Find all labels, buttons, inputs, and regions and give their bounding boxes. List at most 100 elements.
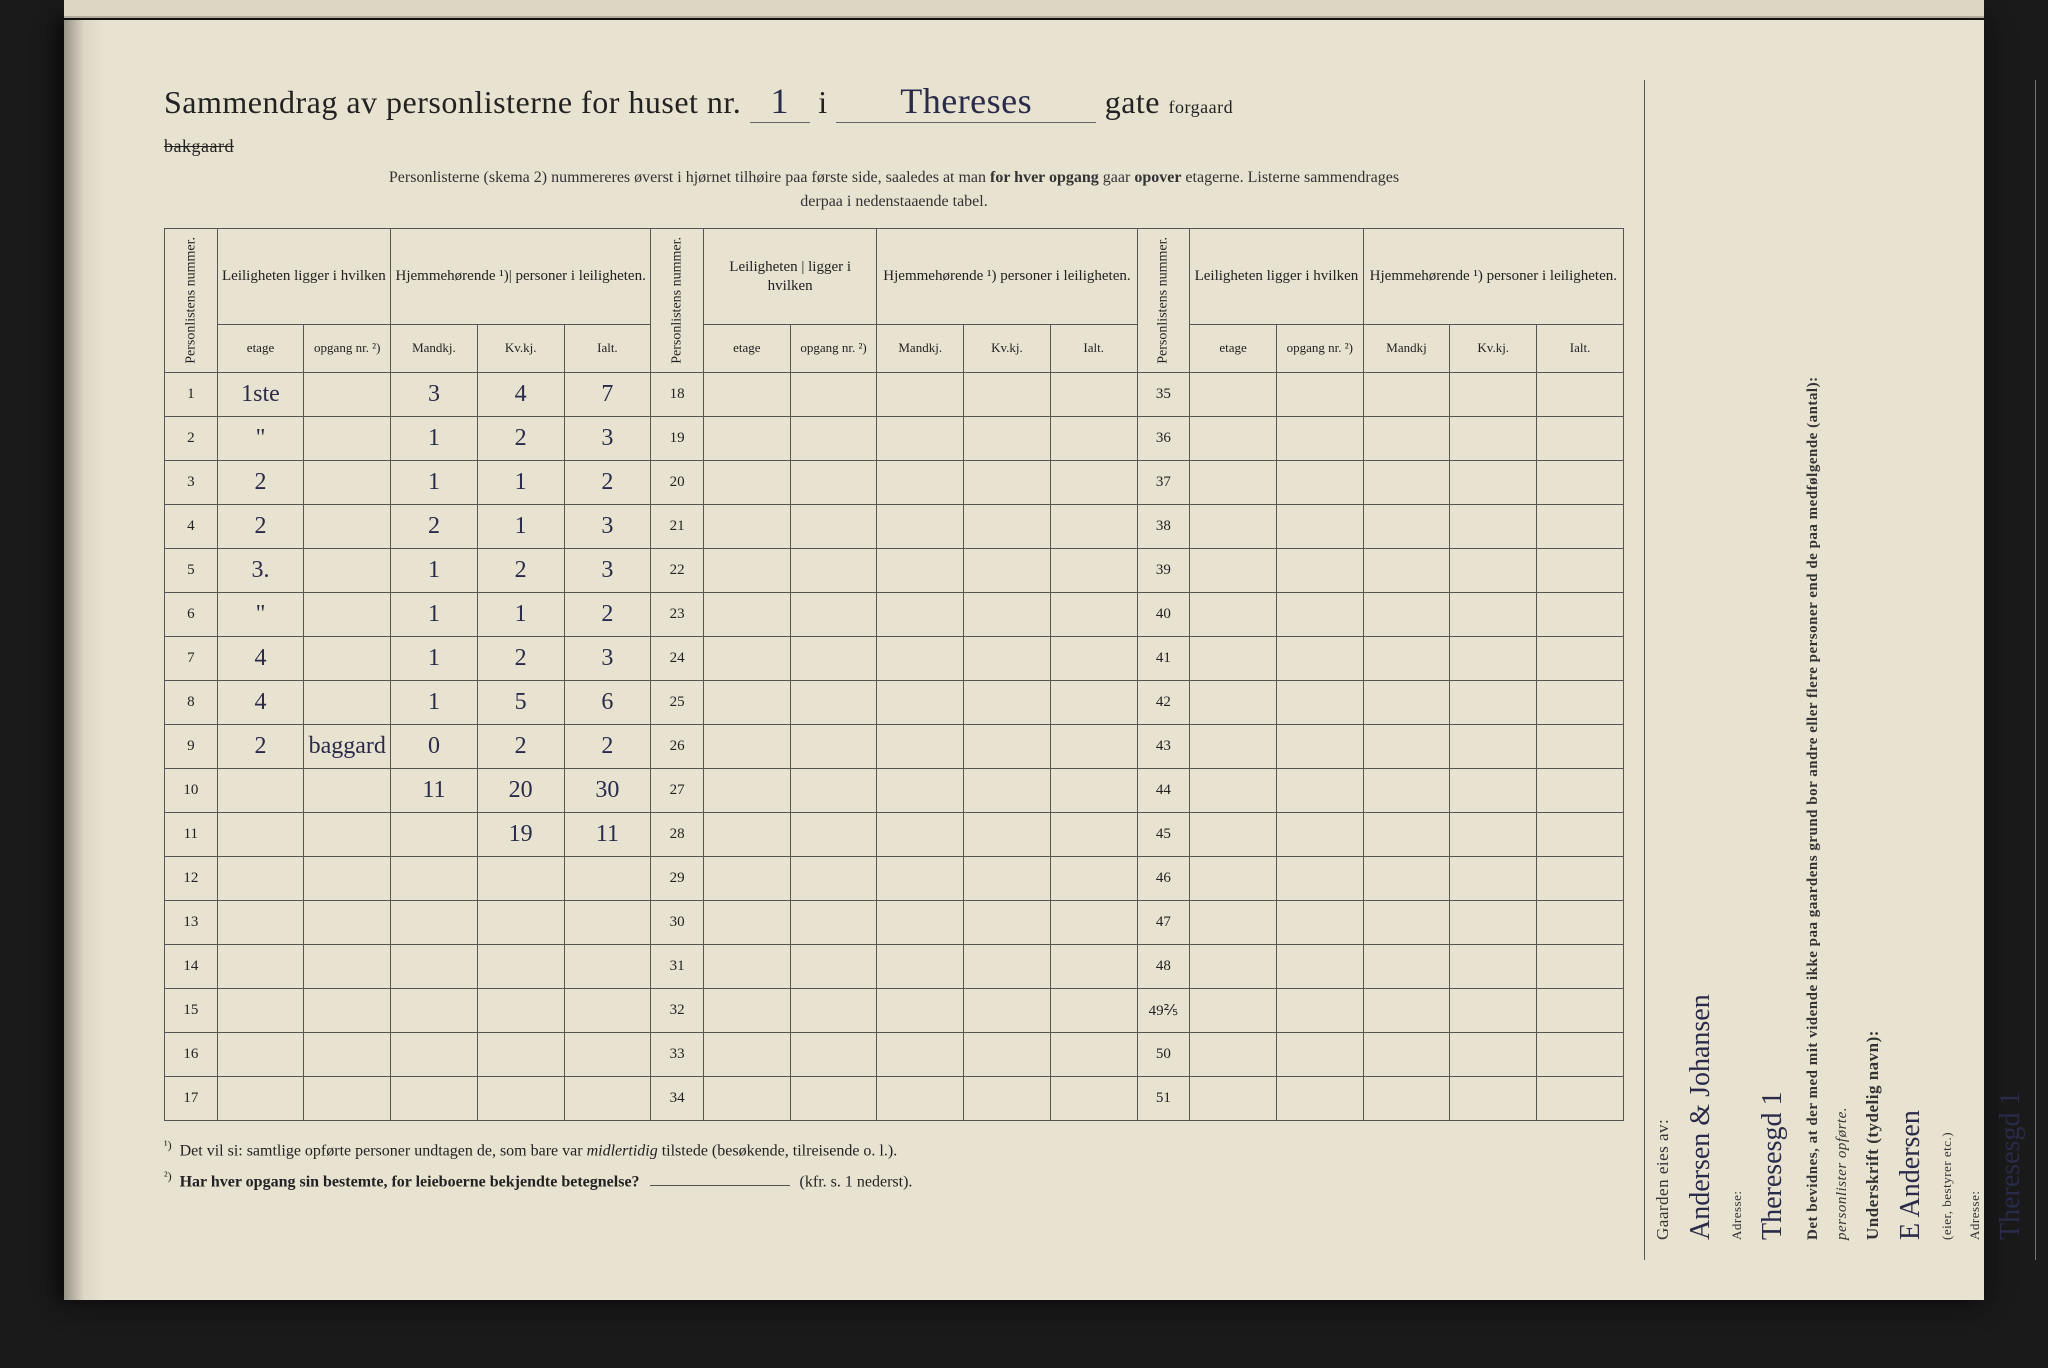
cell (1190, 944, 1277, 988)
cell (1276, 812, 1363, 856)
cell (1363, 592, 1450, 636)
owner-address: Theresesgd 1 (1757, 100, 1789, 1240)
cell (1450, 504, 1537, 548)
cell: 2 (477, 548, 564, 592)
cell (1190, 592, 1277, 636)
cell: 19 (477, 812, 564, 856)
table-row: 11ste3471835 (165, 372, 1624, 416)
cell (564, 900, 651, 944)
hdr-etage-1: etage (217, 325, 304, 373)
table-row: 841562542 (165, 680, 1624, 724)
cell (703, 768, 790, 812)
row-number: 6 (165, 592, 218, 636)
hdr-etage-3: etage (1190, 325, 1277, 373)
fn2-bold: Har hver opgang sin bestemte, for leiebo… (180, 1173, 640, 1190)
cell (1276, 768, 1363, 812)
cell (1537, 460, 1624, 504)
cell (877, 416, 964, 460)
fn2-sup: ²) (164, 1169, 172, 1183)
cell (1363, 416, 1450, 460)
cell (703, 416, 790, 460)
row-number: 50 (1137, 1032, 1190, 1076)
cell (1537, 1032, 1624, 1076)
title-i: i (818, 84, 827, 120)
bevidnes-text: Det bevidnes, at der med mit vidende ikk… (1805, 100, 1822, 1240)
row-number: 39 (1137, 548, 1190, 592)
cell (1190, 416, 1277, 460)
cell (790, 812, 877, 856)
cell (477, 988, 564, 1032)
row-number: 40 (1137, 592, 1190, 636)
cell (1050, 724, 1137, 768)
instructions-text: Personlisterne (skema 2) nummereres øver… (164, 166, 1624, 214)
cell (703, 592, 790, 636)
instr-line2: derpaa i nedenstaaende tabel. (800, 193, 987, 210)
row-number: 36 (1137, 416, 1190, 460)
bakgaard-label: bakgaard (164, 136, 234, 156)
cell (1537, 856, 1624, 900)
footnote-2: ²) Har hver opgang sin bestemte, for lei… (164, 1166, 1624, 1197)
hdr-opgang-1: opgang nr. ²) (304, 325, 391, 373)
cell (1450, 724, 1537, 768)
cell (877, 768, 964, 812)
cell (1363, 856, 1450, 900)
row-number: 7 (165, 636, 218, 680)
cell: 11 (564, 812, 651, 856)
hdr-mandkj-2: Mandkj. (877, 325, 964, 373)
eier-note: (eier, bestyrer etc.) (1939, 100, 1955, 1240)
cell: 0 (391, 724, 478, 768)
signature: E Andersen (1895, 100, 1927, 1240)
table-header: Personlistens nummer. Leiligheten ligger… (165, 229, 1624, 373)
cell (964, 724, 1051, 768)
side-col-owner: Gaarden eies av: Andersen & Johansen Adr… (1645, 80, 1797, 1260)
cell (391, 856, 478, 900)
cell (1363, 460, 1450, 504)
cell: 20 (477, 768, 564, 812)
instr-part1: Personlisterne (skema 2) nummereres øver… (389, 169, 986, 186)
cell (1050, 592, 1137, 636)
cell: 4 (217, 636, 304, 680)
row-number: 49⅖ (1137, 988, 1190, 1032)
cell (304, 768, 391, 812)
cell: " (217, 416, 304, 460)
cell (703, 548, 790, 592)
hdr-personlistens-3: Personlistens nummer. (1137, 229, 1190, 373)
cell (1276, 856, 1363, 900)
cell: 2 (477, 724, 564, 768)
cell (1363, 812, 1450, 856)
row-number: 42 (1137, 680, 1190, 724)
row-number: 41 (1137, 636, 1190, 680)
hdr-etage-2: etage (703, 325, 790, 373)
cell (1050, 812, 1137, 856)
street-name: Thereses (836, 80, 1096, 123)
cell (790, 944, 877, 988)
cell (304, 504, 391, 548)
cell (1363, 1032, 1450, 1076)
cell: 1 (477, 504, 564, 548)
cell (703, 1076, 790, 1120)
cell (703, 504, 790, 548)
hdr-mandkj-1: Mandkj. (391, 325, 478, 373)
hdr-kvkj-2: Kv.kj. (964, 325, 1051, 373)
cell (877, 636, 964, 680)
instr-tail: etagerne. Listerne sammendrages (1185, 169, 1399, 186)
cell (703, 636, 790, 680)
table-row: 53.1232239 (165, 548, 1624, 592)
cell (564, 1032, 651, 1076)
cell (391, 988, 478, 1032)
cell: 11 (391, 768, 478, 812)
underskrift-label: Underskrift (tydelig navn): (1863, 100, 1883, 1240)
cell (1537, 812, 1624, 856)
cell: 4 (477, 372, 564, 416)
cell (1363, 724, 1450, 768)
cell (1363, 680, 1450, 724)
cell (1276, 1032, 1363, 1076)
hdr-ialt-1: Ialt. (564, 325, 651, 373)
row-number: 22 (651, 548, 704, 592)
cell (790, 988, 877, 1032)
cell (217, 812, 304, 856)
cell (1276, 1076, 1363, 1120)
cell (1276, 900, 1363, 944)
cell (304, 416, 391, 460)
row-number: 10 (165, 768, 218, 812)
